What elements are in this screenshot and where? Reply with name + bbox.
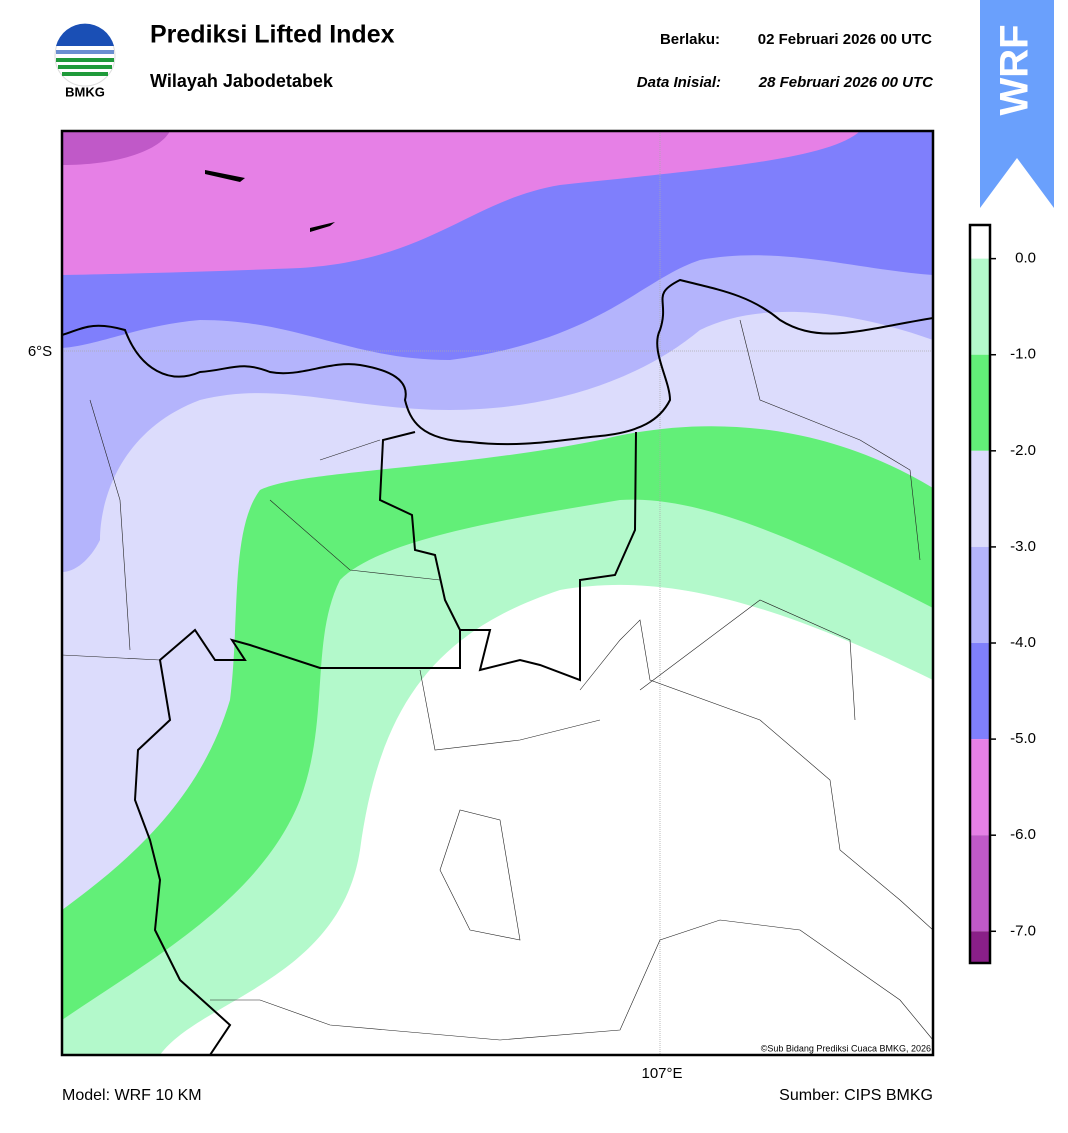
colorbar-tick-label: -1.0 <box>1010 346 1036 363</box>
valid-date: 02 Februari 2026 00 UTC <box>758 31 932 48</box>
lon-label: 107°E <box>641 1065 682 1082</box>
colorbar-band <box>970 931 990 963</box>
model-label: Model: WRF 10 KM <box>62 1087 202 1104</box>
colorbar-tick-label: -2.0 <box>1010 442 1036 459</box>
colorbar-band <box>970 835 990 932</box>
logo-text: BMKG <box>65 84 105 99</box>
colorbar-tick-label: -3.0 <box>1010 538 1036 555</box>
title: Prediksi Lifted Index <box>150 21 395 49</box>
colorbar-tick-label: -7.0 <box>1010 922 1036 939</box>
colorbar-band <box>970 354 990 451</box>
colorbar-band <box>970 225 990 259</box>
lat-label: 6°S <box>28 343 52 360</box>
colorbar-band <box>970 739 990 836</box>
colorbar-band <box>970 643 990 740</box>
colorbar-band <box>970 258 990 355</box>
colorbar: 0.0 -1.0 -2.0 -3.0 -4.0 -5.0 -6.0 -7.0 <box>968 223 1036 965</box>
source-label: Sumber: CIPS BMKG <box>779 1087 933 1104</box>
init-label: Data Inisial: <box>637 74 721 91</box>
credit: ©Sub Bidang Prediksi Cuaca BMKG, 2026 <box>761 1043 931 1053</box>
colorbar-tick-label: -6.0 <box>1010 826 1036 843</box>
colorbar-band <box>970 450 990 547</box>
colorbar-band <box>970 546 990 644</box>
badge-shape <box>980 0 1054 208</box>
badge-text: WRF <box>993 24 1037 115</box>
valid-label: Berlaku: <box>660 31 720 48</box>
colorbar-tick-label: 0.0 <box>1015 250 1036 267</box>
init-date: 28 Februari 2026 00 UTC <box>758 74 934 91</box>
colorbar-frame <box>968 223 992 965</box>
colorbar-tick-label: -4.0 <box>1010 634 1036 651</box>
colorbar-tick-label: -5.0 <box>1010 730 1036 747</box>
subtitle: Wilayah Jabodetabek <box>150 71 334 91</box>
logo: BMKG <box>54 23 116 99</box>
map <box>60 129 935 1057</box>
